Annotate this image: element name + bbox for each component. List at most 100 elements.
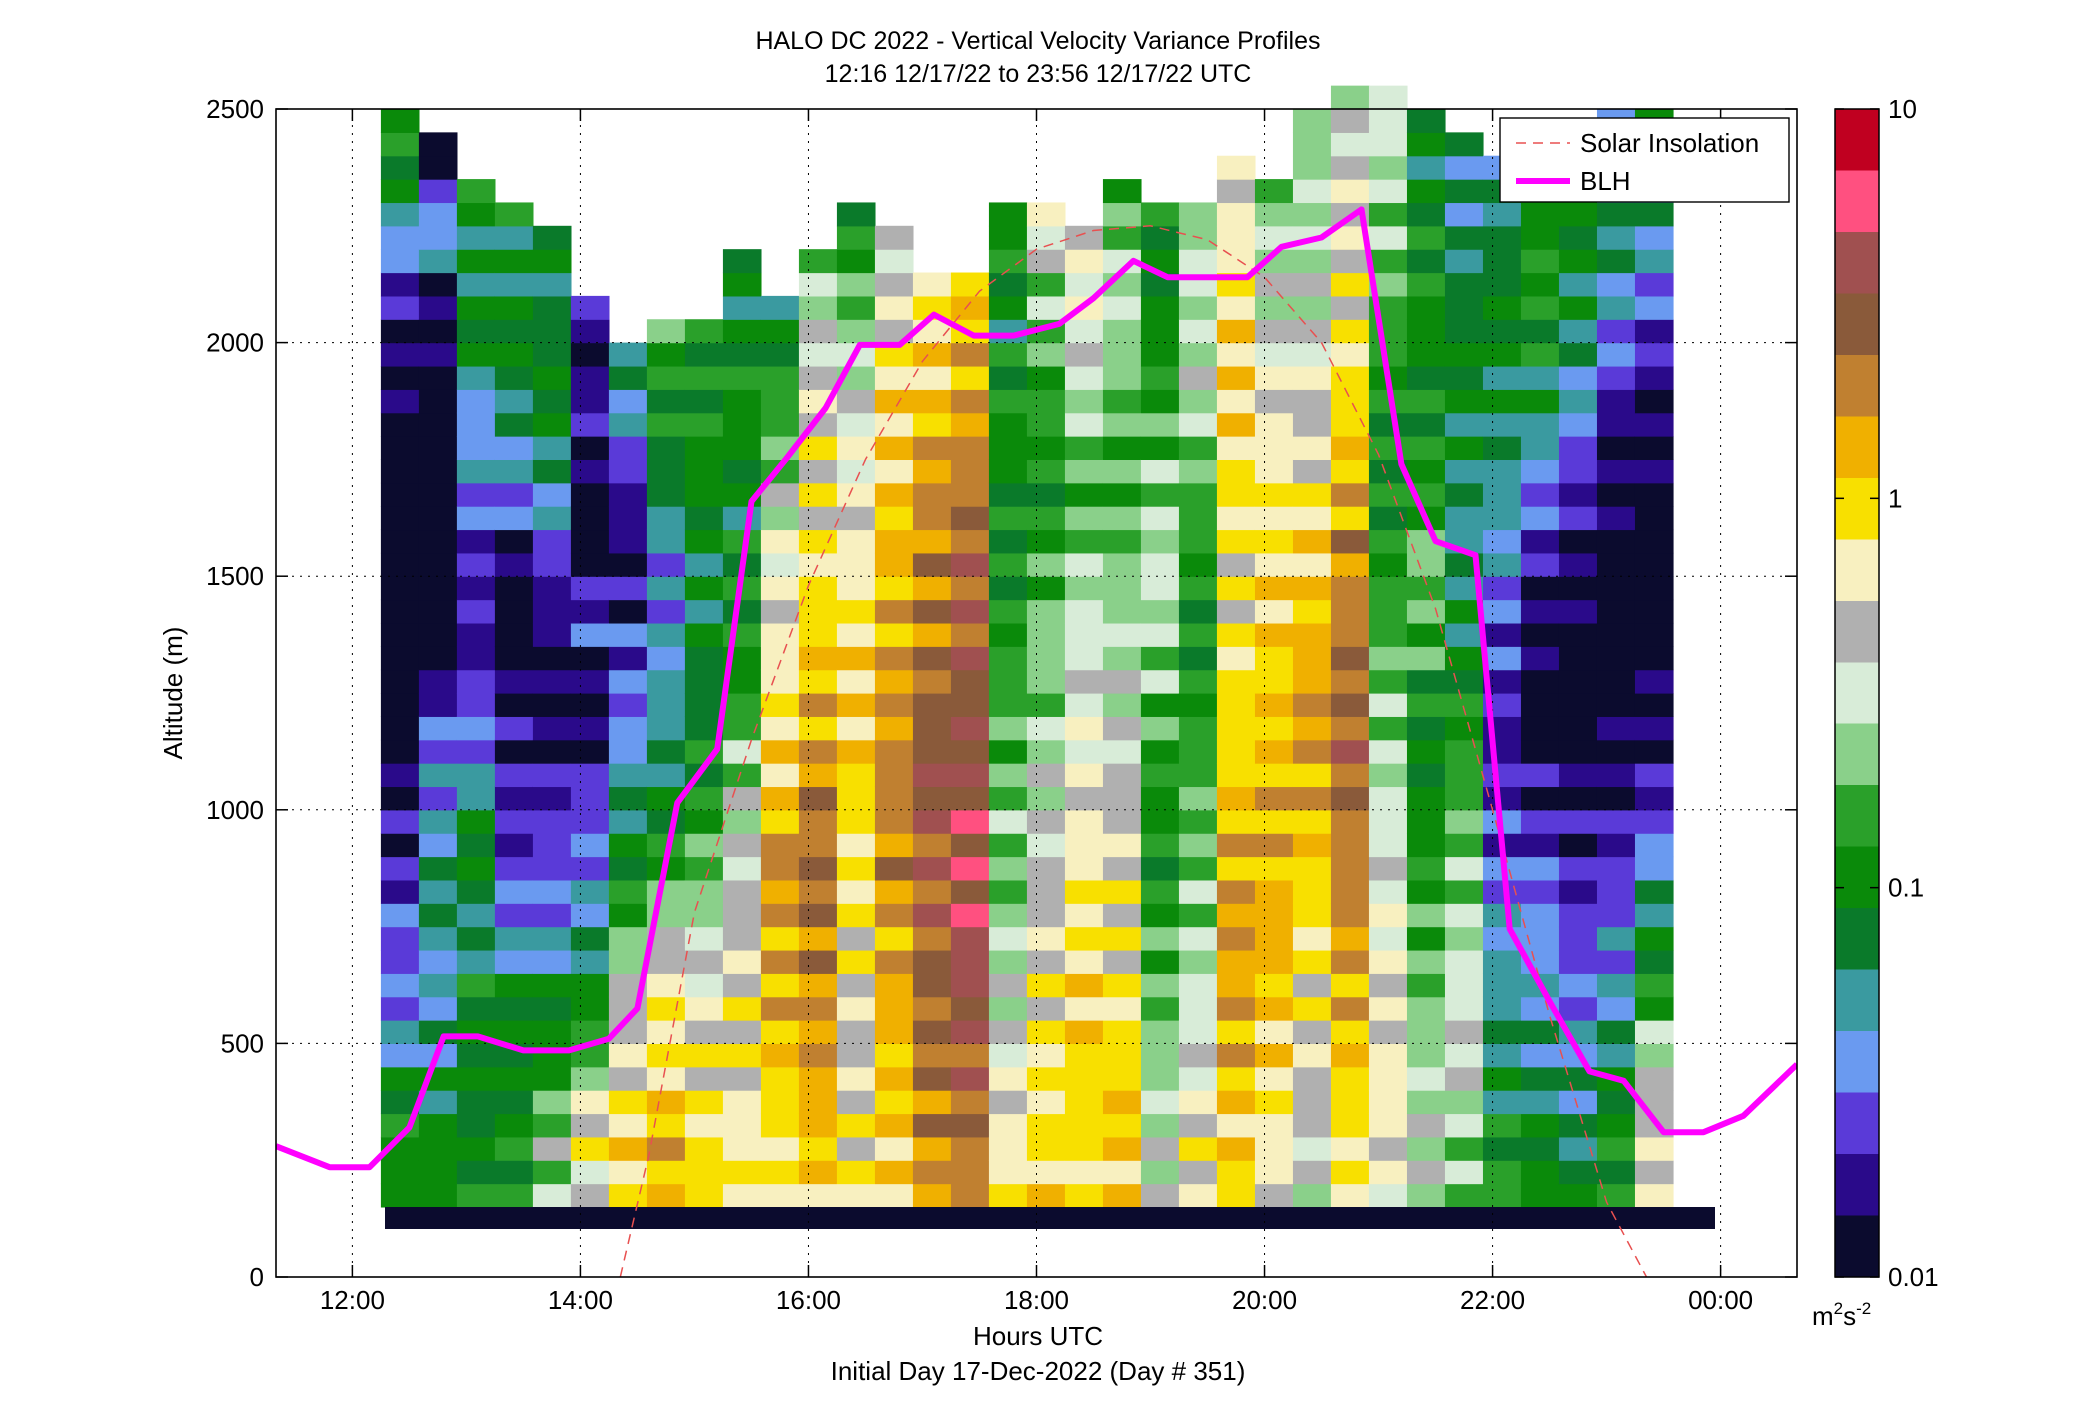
heatmap-cell bbox=[1216, 202, 1256, 227]
heatmap-cell bbox=[494, 996, 534, 1021]
heatmap-cell bbox=[798, 342, 838, 367]
heatmap-cell bbox=[1330, 973, 1370, 998]
heatmap-cell bbox=[1178, 482, 1218, 507]
heatmap-cell bbox=[988, 856, 1028, 881]
heatmap-cell bbox=[1026, 739, 1066, 764]
y-tick-label: 2500 bbox=[206, 94, 264, 124]
heatmap-cell bbox=[570, 506, 610, 531]
heatmap-cell bbox=[1254, 1090, 1294, 1115]
heatmap-cell bbox=[988, 249, 1028, 274]
heatmap-cell bbox=[570, 1066, 610, 1091]
heatmap-cell bbox=[1254, 576, 1294, 601]
heatmap-cell bbox=[1178, 506, 1218, 531]
heatmap-cell bbox=[950, 669, 990, 694]
heatmap-cell bbox=[1330, 389, 1370, 414]
heatmap-cell bbox=[1330, 109, 1370, 133]
heatmap-cell bbox=[988, 646, 1028, 671]
heatmap-cell bbox=[380, 436, 420, 460]
heatmap-cell bbox=[456, 1043, 496, 1068]
heatmap-cell bbox=[456, 249, 496, 274]
heatmap-cell bbox=[418, 552, 458, 577]
heatmap-cell bbox=[1558, 716, 1598, 741]
heatmap-cell bbox=[1254, 1043, 1294, 1068]
heatmap-cell bbox=[684, 646, 724, 671]
heatmap-cell bbox=[1216, 926, 1256, 951]
heatmap-cell bbox=[1292, 506, 1332, 531]
heatmap-cell bbox=[1216, 506, 1256, 531]
heatmap-cell bbox=[1216, 365, 1256, 390]
heatmap-cell bbox=[532, 856, 572, 881]
heatmap-cell bbox=[1406, 249, 1446, 274]
heatmap-cell bbox=[1634, 272, 1674, 297]
heatmap-cell bbox=[1520, 1160, 1560, 1185]
heatmap-cell bbox=[380, 809, 420, 834]
heatmap-cell bbox=[456, 179, 496, 204]
heatmap-cell bbox=[1444, 506, 1484, 531]
heatmap-cell bbox=[722, 622, 762, 647]
heatmap-cell bbox=[950, 1160, 990, 1185]
heatmap-cell bbox=[798, 599, 838, 624]
heatmap-cell bbox=[798, 1160, 838, 1185]
heatmap-cell bbox=[874, 693, 914, 717]
heatmap-cell bbox=[798, 1020, 838, 1044]
heatmap-cell bbox=[1102, 833, 1142, 858]
heatmap-cell bbox=[1178, 342, 1218, 367]
heatmap-cell bbox=[1102, 459, 1142, 484]
heatmap-cell bbox=[380, 272, 420, 297]
blh-line bbox=[276, 206, 1797, 1171]
heatmap-cell bbox=[1368, 1066, 1408, 1091]
heatmap-cell bbox=[456, 739, 496, 764]
heatmap-cell bbox=[646, 1066, 686, 1091]
heatmap-cell bbox=[1368, 739, 1408, 764]
heatmap-cell bbox=[1178, 646, 1218, 671]
colorbar-tick-label: 1 bbox=[1888, 483, 1902, 513]
heatmap-cell bbox=[1026, 856, 1066, 881]
heatmap-cell bbox=[1292, 1020, 1332, 1044]
heatmap-cell bbox=[836, 926, 876, 951]
heatmap-cell bbox=[760, 716, 800, 741]
heatmap-cell bbox=[1444, 389, 1484, 414]
heatmap-cell bbox=[494, 786, 534, 811]
heatmap-cell bbox=[722, 669, 762, 694]
heatmap-cell bbox=[418, 763, 458, 788]
heatmap-cell bbox=[684, 342, 724, 367]
heatmap-cell bbox=[570, 739, 610, 764]
heatmap-cell bbox=[1444, 856, 1484, 881]
heatmap-cell bbox=[1254, 1160, 1294, 1185]
heatmap-cell bbox=[760, 506, 800, 531]
axis-ticks bbox=[276, 108, 1797, 1278]
heatmap-cell bbox=[456, 225, 496, 250]
heatmap-cell bbox=[1254, 1183, 1294, 1208]
heatmap-cell bbox=[912, 389, 952, 414]
heatmap-cell bbox=[760, 973, 800, 998]
heatmap-cell bbox=[1254, 202, 1294, 227]
heatmap-cell bbox=[1406, 1160, 1446, 1185]
heatmap-cell bbox=[380, 482, 420, 507]
heatmap-cell bbox=[1444, 926, 1484, 951]
heatmap-cell bbox=[912, 716, 952, 741]
heatmap-cell bbox=[874, 996, 914, 1021]
heatmap-cell bbox=[380, 716, 420, 741]
heatmap-cell bbox=[608, 622, 648, 647]
heatmap-cell bbox=[456, 295, 496, 320]
heatmap-cell bbox=[1368, 342, 1408, 367]
heatmap-cell bbox=[874, 552, 914, 577]
heatmap-cell bbox=[684, 599, 724, 624]
heatmap-cell bbox=[722, 506, 762, 531]
heatmap-cell bbox=[1026, 389, 1066, 414]
heatmap-cell bbox=[1482, 552, 1522, 577]
heatmap-cell bbox=[912, 1090, 952, 1115]
heatmap-cell bbox=[1254, 693, 1294, 717]
heatmap-cell bbox=[1444, 669, 1484, 694]
heatmap-cell bbox=[988, 786, 1028, 811]
heatmap-cell bbox=[1482, 459, 1522, 484]
heatmap-cell bbox=[1634, 412, 1674, 437]
heatmap-cell bbox=[1140, 202, 1180, 227]
heatmap-cell bbox=[1140, 809, 1180, 834]
heatmap-cell bbox=[836, 1160, 876, 1185]
heatmap-cell bbox=[1254, 949, 1294, 974]
heatmap-cell bbox=[1330, 716, 1370, 741]
heatmap-cell bbox=[456, 1183, 496, 1208]
heatmap-cell bbox=[988, 809, 1028, 834]
heatmap-cell bbox=[684, 926, 724, 951]
